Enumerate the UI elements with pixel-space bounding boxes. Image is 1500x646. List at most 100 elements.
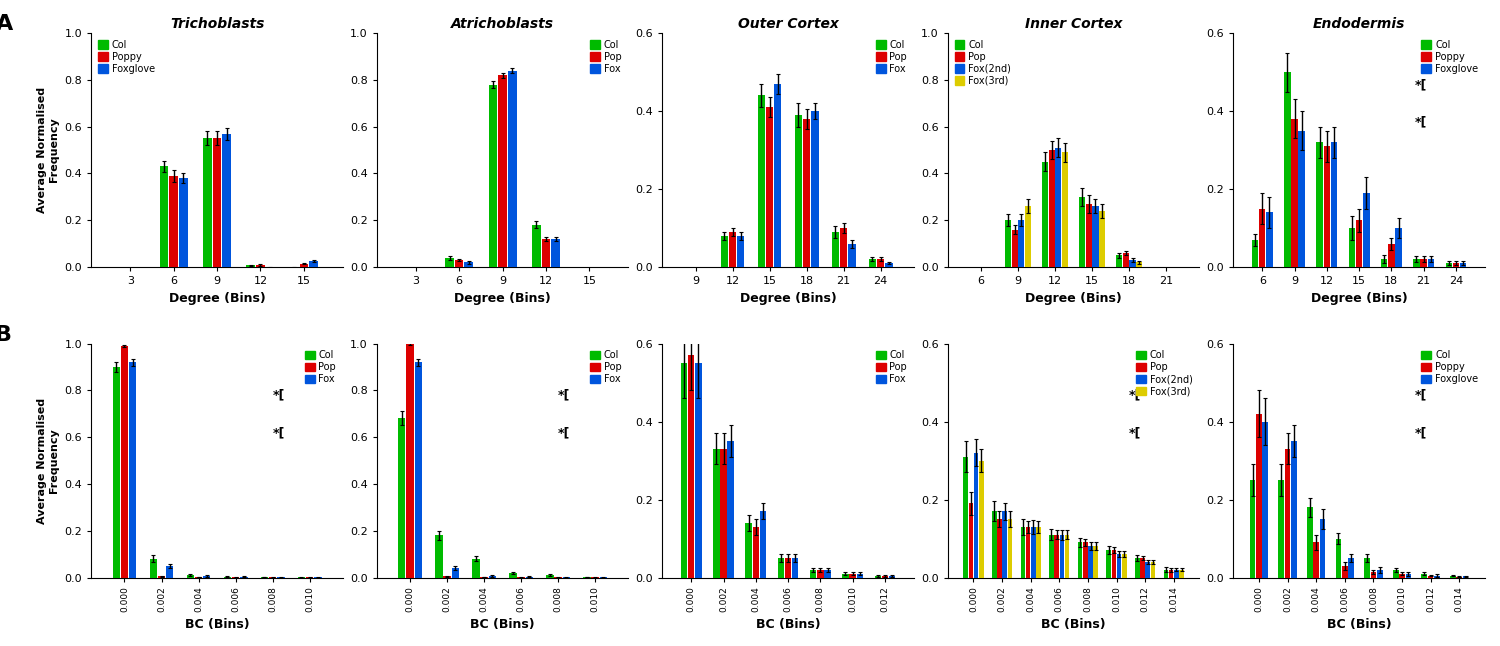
Bar — [1008, 519, 1013, 578]
Bar — [980, 461, 984, 578]
Bar — [1002, 511, 1007, 578]
Legend: Col, Pop, Fox: Col, Pop, Fox — [874, 348, 909, 386]
Bar — [1150, 562, 1155, 578]
Bar — [1078, 543, 1083, 578]
Y-axis label: Average Normalised
Frequency: Average Normalised Frequency — [38, 87, 58, 213]
Bar — [1258, 209, 1266, 267]
Bar — [720, 236, 728, 267]
Title: Trichoblasts: Trichoblasts — [170, 17, 264, 30]
Bar — [1348, 558, 1354, 578]
Bar — [1164, 570, 1168, 578]
Bar — [1030, 527, 1035, 578]
Bar — [810, 570, 816, 578]
Bar — [802, 119, 810, 267]
Text: *[: *[ — [1130, 388, 1142, 402]
Bar — [681, 363, 687, 578]
Bar — [694, 363, 702, 578]
Bar — [1460, 263, 1467, 267]
Bar — [840, 228, 848, 267]
Bar — [1026, 527, 1030, 578]
Legend: Col, Poppy, Foxglove: Col, Poppy, Foxglove — [1419, 348, 1480, 386]
Bar — [1406, 574, 1411, 578]
Bar — [454, 260, 464, 267]
Bar — [1452, 263, 1460, 267]
Bar — [1330, 142, 1336, 267]
Bar — [720, 449, 726, 578]
Bar — [1256, 413, 1262, 578]
Bar — [546, 575, 554, 578]
Bar — [874, 576, 880, 578]
Bar — [849, 574, 856, 578]
Bar — [525, 577, 532, 578]
Bar — [1252, 240, 1258, 267]
Bar — [1388, 244, 1395, 267]
Bar — [759, 511, 766, 578]
Bar — [795, 115, 802, 267]
Bar — [1094, 547, 1098, 578]
X-axis label: BC (Bins): BC (Bins) — [1041, 618, 1106, 631]
Text: B: B — [0, 325, 12, 345]
Bar — [1450, 576, 1456, 578]
Bar — [1048, 150, 1054, 267]
Bar — [435, 536, 442, 578]
Bar — [1024, 206, 1030, 267]
Bar — [1422, 574, 1426, 578]
Text: *[: *[ — [273, 426, 285, 439]
Bar — [825, 570, 831, 578]
Bar — [1335, 539, 1341, 578]
Bar — [406, 344, 414, 578]
Bar — [878, 259, 885, 267]
X-axis label: Degree (Bins): Degree (Bins) — [1311, 291, 1407, 305]
Bar — [509, 573, 516, 578]
Title: Inner Cortex: Inner Cortex — [1024, 17, 1122, 30]
X-axis label: BC (Bins): BC (Bins) — [471, 618, 536, 631]
Bar — [1086, 204, 1092, 267]
Bar — [1342, 566, 1347, 578]
Bar — [1413, 259, 1419, 267]
Bar — [1250, 480, 1256, 578]
Bar — [963, 457, 968, 578]
Bar — [1048, 535, 1054, 578]
Bar — [222, 134, 231, 267]
Bar — [159, 167, 168, 267]
Bar — [818, 570, 824, 578]
X-axis label: Degree (Bins): Degree (Bins) — [454, 291, 550, 305]
Bar — [1356, 220, 1362, 267]
Bar — [1263, 422, 1268, 578]
Legend: Col, Poppy, Foxglove: Col, Poppy, Foxglove — [1419, 38, 1480, 76]
Bar — [746, 523, 752, 578]
Bar — [890, 576, 896, 578]
Bar — [1428, 576, 1434, 578]
Bar — [1078, 197, 1084, 267]
Bar — [812, 111, 819, 267]
Bar — [584, 577, 591, 578]
Bar — [784, 558, 792, 578]
Bar — [969, 503, 974, 578]
Bar — [489, 85, 498, 267]
Bar — [1382, 259, 1388, 267]
Bar — [1118, 554, 1122, 578]
Legend: Col, Pop, Fox(2nd), Fox(3rd): Col, Pop, Fox(2nd), Fox(3rd) — [1134, 348, 1194, 398]
Bar — [1112, 550, 1116, 578]
Bar — [1364, 558, 1370, 578]
Bar — [498, 75, 507, 267]
Text: *[: *[ — [1130, 426, 1142, 439]
X-axis label: Degree (Bins): Degree (Bins) — [1024, 291, 1122, 305]
Bar — [1020, 527, 1025, 578]
Bar — [1317, 142, 1323, 267]
Bar — [509, 70, 516, 267]
Bar — [202, 576, 210, 578]
Bar — [224, 577, 231, 578]
Bar — [178, 178, 188, 267]
Bar — [1364, 193, 1370, 267]
Bar — [1456, 577, 1462, 578]
X-axis label: BC (Bins): BC (Bins) — [184, 618, 249, 631]
Bar — [868, 259, 876, 267]
Bar — [122, 346, 128, 578]
Bar — [542, 239, 550, 267]
Bar — [856, 574, 862, 578]
Bar — [1323, 146, 1330, 267]
Bar — [777, 558, 784, 578]
Title: Endodermis: Endodermis — [1312, 17, 1406, 30]
Bar — [1394, 570, 1398, 578]
